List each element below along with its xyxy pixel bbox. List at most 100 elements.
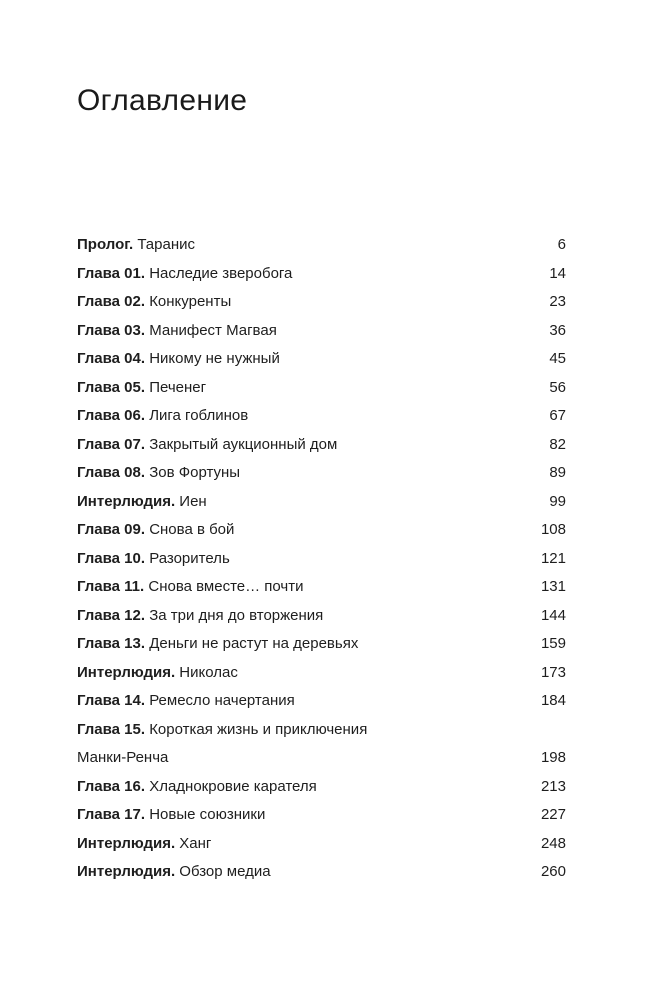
toc-entry-label: Глава 03. — [77, 321, 146, 339]
toc-entry-heading: Интерлюдия. Обзор медиа — [77, 858, 271, 887]
toc-entry-page: 36 — [549, 321, 566, 339]
toc-entry-heading: Глава 12. За три дня до вторжения — [77, 602, 323, 631]
toc-entry-label: Глава 12. — [77, 606, 146, 624]
toc-entry-title: Никому не нужный — [149, 350, 280, 367]
toc-entry-title: Ханг — [179, 834, 212, 852]
toc-entry-page: 213 — [540, 777, 566, 795]
toc-entry: Глава 17. Новые союзники 227 — [77, 801, 566, 830]
toc-entry: Глава 02. Конкуренты 23 — [77, 288, 566, 317]
toc-entry-title: Деньги не растут на деревьях — [149, 635, 359, 652]
toc-entry: Интерлюдия. Николас 173 — [77, 659, 566, 688]
toc-entry: Интерлюдия. Ханг 248 — [77, 830, 566, 859]
toc-entry-page: 159 — [540, 635, 566, 652]
toc-entry-title: Снова вместе… почти — [148, 578, 304, 595]
toc-entry-title: Ремесло начертания — [149, 692, 295, 709]
toc-entry-label: Глава 10. — [77, 549, 146, 567]
toc-entry-heading: Глава 05. Печенег — [77, 374, 206, 403]
toc-entry: Глава 05. Печенег 56 — [77, 374, 566, 403]
toc-entry-title: Короткая жизнь и приключения — [149, 720, 368, 738]
toc-entry-label: Глава 11. — [77, 578, 145, 595]
toc-entry-heading: Глава 17. Новые союзники — [77, 801, 265, 830]
toc-entry-heading: Глава 03. Манифест Магвая — [77, 317, 277, 346]
toc-entry-page: 14 — [549, 264, 566, 282]
toc-entry-page: 56 — [549, 378, 566, 396]
toc-entry-heading: Пролог. Таранис — [77, 231, 195, 260]
toc-entry-heading: Глава 11. Снова вместе… почти — [77, 573, 304, 602]
toc-entry-label: Глава 09. — [77, 521, 146, 538]
toc-entry-page: 198 — [540, 749, 566, 766]
toc-entry-heading: Глава 09. Снова в бой — [77, 516, 234, 545]
toc-entry: Глава 16. Хладнокровие карателя 213 — [77, 773, 566, 802]
toc-entry-title: Разоритель — [149, 549, 230, 567]
toc-entry-title: Новые союзники — [149, 806, 266, 823]
toc-entry-title: Хладнокровие карателя — [149, 777, 317, 795]
toc-entry-title: За три дня до вторжения — [149, 606, 324, 624]
toc-entry-heading: Интерлюдия. Иен — [77, 488, 207, 517]
toc-entry: Глава 13. Деньги не растут на деревьях 15… — [77, 630, 566, 659]
toc-entry-heading: Глава 06. Лига гоблинов — [77, 402, 248, 431]
toc-entry-page: 121 — [540, 549, 566, 567]
toc-entry: Глава 07. Закрытый аукционный дом 82 — [77, 431, 566, 460]
toc-entry-page: 99 — [549, 492, 566, 510]
toc-entry-heading: Глава 08. Зов Фортуны — [77, 459, 240, 488]
toc-entry-heading: Глава 13. Деньги не растут на деревьях — [77, 630, 358, 659]
toc-entry: Пролог. Таранис 6 — [77, 231, 566, 260]
toc-entry-heading: Глава 16. Хладнокровие карателя — [77, 773, 317, 802]
toc-entry-heading: Глава 04. Никому не нужный — [77, 345, 280, 374]
toc-entry-label: Глава 08. — [77, 464, 146, 481]
toc-entry: Глава 03. Манифест Магвая 36 — [77, 317, 566, 346]
toc-entry-title: Лига гоблинов — [149, 407, 249, 424]
toc-entry-heading: Глава 01. Наследие зверобога — [77, 260, 292, 289]
toc-entry-page: 144 — [540, 606, 566, 624]
toc-entry-label: Интерлюдия. — [77, 663, 176, 681]
toc-entry-label: Глава 16. — [77, 777, 146, 795]
toc-entry-page: 6 — [557, 236, 566, 253]
toc-entry-continuation: Манки-Ренча 198 — [77, 744, 566, 773]
toc-entry-page: 67 — [549, 407, 566, 424]
toc-entry-title-continued: Манки-Ренча — [77, 749, 169, 766]
toc-entry-label: Пролог. — [77, 236, 134, 253]
toc-entry-label: Глава 05. — [77, 378, 146, 396]
toc-entry-page: 260 — [540, 863, 566, 880]
toc-entry-heading: Глава 15. Короткая жизнь и приключения — [77, 716, 367, 745]
toc-entry-heading: Глава 10. Разоритель — [77, 545, 230, 574]
toc-entry: Глава 09. Снова в бой 108 — [77, 516, 566, 545]
toc-entry: Глава 08. Зов Фортуны 89 — [77, 459, 566, 488]
page-title: Оглавление — [77, 84, 248, 117]
toc-entry-label: Интерлюдия. — [77, 492, 176, 510]
toc-entry-label: Глава 17. — [77, 806, 146, 823]
toc-entry-title: Зов Фортуны — [149, 464, 241, 481]
toc-entry-heading: Интерлюдия. Николас — [77, 659, 238, 688]
toc-entry-title: Печенег — [149, 378, 207, 396]
toc-entry: Глава 14. Ремесло начертания 184 — [77, 687, 566, 716]
toc-entry-heading: Интерлюдия. Ханг — [77, 830, 211, 859]
toc-entry-label: Глава 02. — [77, 293, 146, 310]
toc-entry-page: 227 — [540, 806, 566, 823]
toc-entry-label: Глава 01. — [77, 264, 146, 282]
toc-entry-heading: Глава 14. Ремесло начертания — [77, 687, 295, 716]
toc-entry-page: 23 — [549, 293, 566, 310]
toc-entry-page: 131 — [540, 578, 566, 595]
toc-entry-title: Николас — [179, 663, 238, 681]
toc-entry-label: Глава 04. — [77, 350, 146, 367]
toc-entry-page: 173 — [540, 663, 566, 681]
toc-entry-title: Конкуренты — [149, 293, 232, 310]
toc-entry-label: Глава 06. — [77, 407, 146, 424]
toc-entry: Глава 12. За три дня до вторжения 144 — [77, 602, 566, 631]
table-of-contents: Пролог. Таранис 6 Глава 01. Наследие зверо… — [77, 231, 566, 887]
toc-entry-title: Иен — [179, 492, 207, 510]
toc-entry: Глава 10. Разоритель 121 — [77, 545, 566, 574]
toc-entry: Интерлюдия. Иен 99 — [77, 488, 566, 517]
toc-entry-label: Глава 15. — [77, 720, 146, 738]
toc-entry-title: Таранис — [137, 236, 195, 253]
toc-entry-page: 45 — [549, 350, 566, 367]
toc-entry-heading: Глава 02. Конкуренты — [77, 288, 231, 317]
toc-entry: Глава 06. Лига гоблинов 67 — [77, 402, 566, 431]
toc-entry: Глава 11. Снова вместе… почти 131 — [77, 573, 566, 602]
toc-entry-title: Наследие зверобога — [149, 264, 293, 282]
toc-entry-label: Глава 14. — [77, 692, 146, 709]
toc-entry: Глава 15. Короткая жизнь и приключения — [77, 716, 566, 745]
toc-entry-title: Обзор медиа — [179, 863, 271, 880]
toc-entry-page: 248 — [540, 834, 566, 852]
toc-entry: Глава 01. Наследие зверобога 14 — [77, 260, 566, 289]
